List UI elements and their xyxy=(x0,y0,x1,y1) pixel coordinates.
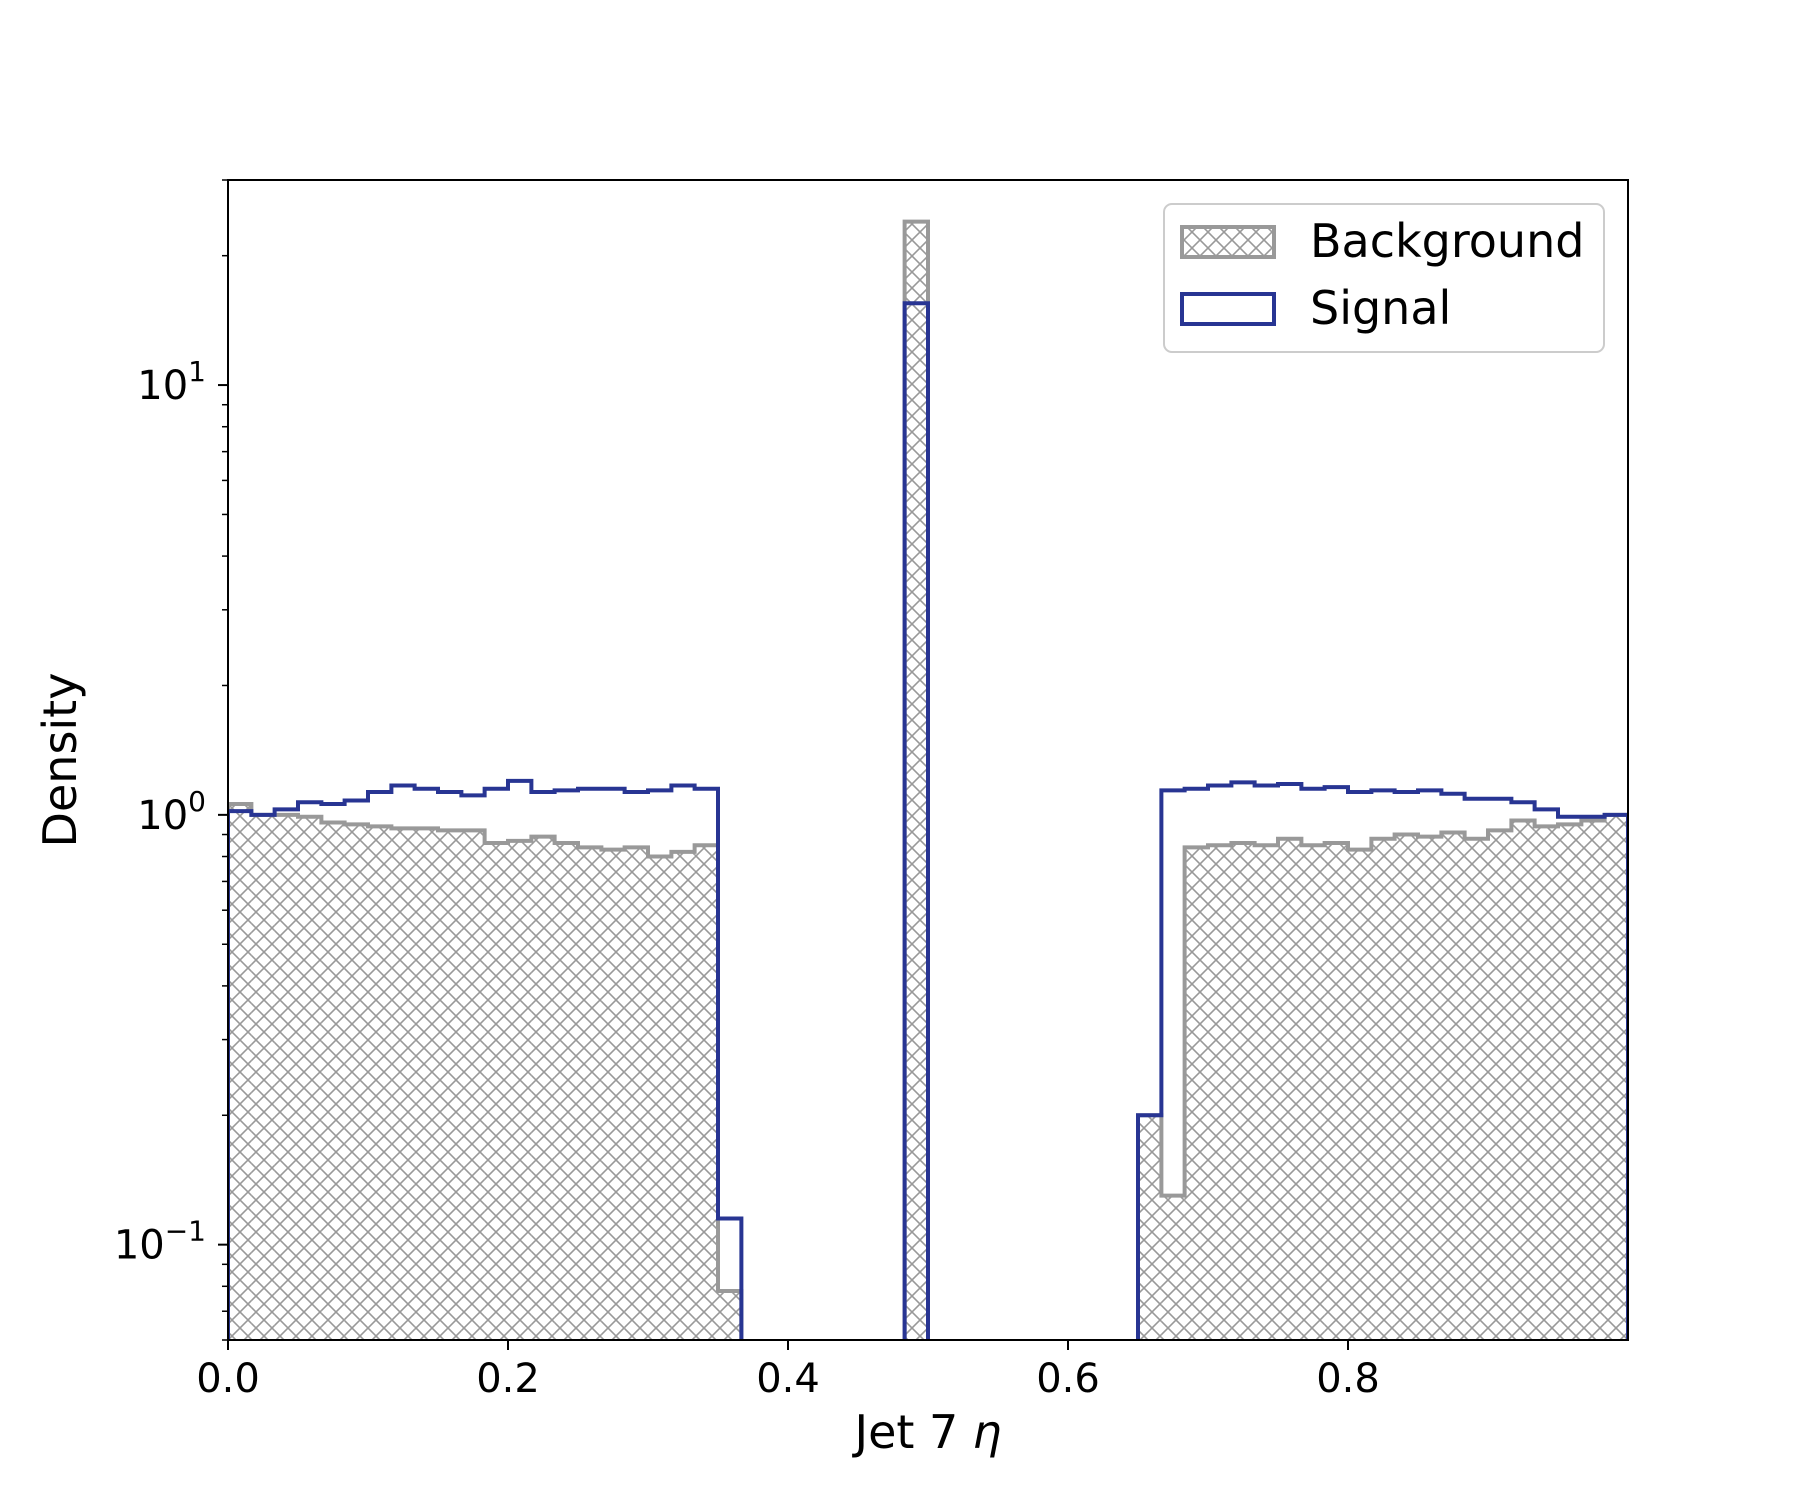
background-bar xyxy=(461,830,485,1340)
background-bar xyxy=(578,847,602,1340)
signal-outline xyxy=(228,301,1628,1340)
background-bar xyxy=(1534,826,1558,1340)
y-tick-label: 101 xyxy=(137,355,206,409)
background-bar xyxy=(648,856,672,1340)
background-bar xyxy=(1231,843,1255,1340)
background-bar xyxy=(321,822,345,1340)
background-bar xyxy=(391,828,415,1340)
background-bar xyxy=(1464,838,1488,1340)
background-bar xyxy=(671,851,695,1340)
x-tick-label: 0.4 xyxy=(756,1356,820,1402)
x-axis: 0.0 0.2 0.4 0.6 0.8 xyxy=(196,1340,1380,1402)
x-tick-label: 0.8 xyxy=(1316,1356,1380,1402)
background-bar xyxy=(1604,814,1628,1340)
signal-series xyxy=(228,301,1628,1340)
x-tick-label: 0.2 xyxy=(476,1356,540,1402)
background-bar xyxy=(1278,838,1302,1340)
legend-swatch-signal xyxy=(1180,292,1276,326)
background-bar xyxy=(484,843,508,1340)
plot-frame xyxy=(227,179,1629,1341)
background-bar xyxy=(904,221,928,1340)
background-bar xyxy=(1558,824,1582,1340)
background-bar xyxy=(694,845,718,1340)
background-series xyxy=(228,219,1628,1340)
background-bar xyxy=(1184,847,1208,1340)
background-bar xyxy=(1371,838,1395,1340)
background-bar xyxy=(554,843,578,1340)
x-axis-label-text: Jet 7 xyxy=(852,1405,959,1459)
background-bar xyxy=(1301,845,1325,1340)
y-tick-label: 10−1 xyxy=(114,1215,206,1269)
background-bar xyxy=(1348,849,1372,1340)
background-bar xyxy=(1254,845,1278,1340)
background-bar xyxy=(718,1291,742,1340)
legend-label-signal: Signal xyxy=(1310,281,1451,335)
plot-area xyxy=(228,219,1628,1340)
x-axis-label-symbol: η xyxy=(972,1405,1001,1459)
background-bar xyxy=(1488,830,1512,1340)
background-bar xyxy=(508,840,532,1340)
legend-label-background: Background xyxy=(1310,214,1584,268)
background-outline xyxy=(228,219,1628,1340)
background-bar xyxy=(414,828,438,1340)
background-bar xyxy=(1161,1195,1185,1340)
y-axis: 101 100 10−1 xyxy=(114,179,228,1341)
background-bar xyxy=(531,836,555,1340)
background-bar xyxy=(601,849,625,1340)
background-bar xyxy=(1394,834,1418,1340)
background-bar xyxy=(1441,832,1465,1340)
legend: Background Signal xyxy=(1163,203,1605,353)
background-bar xyxy=(298,816,322,1340)
y-tick-label: 100 xyxy=(137,785,206,839)
background-bar xyxy=(228,803,252,1340)
y-axis-label: Density xyxy=(33,673,87,848)
x-tick-label: 0.0 xyxy=(196,1356,260,1402)
x-tick-label: 0.6 xyxy=(1036,1356,1100,1402)
background-bar xyxy=(1418,836,1442,1340)
background-bar xyxy=(438,830,462,1340)
legend-swatch-background xyxy=(1180,225,1276,259)
background-bar xyxy=(1511,820,1535,1340)
background-bar xyxy=(344,824,368,1340)
background-bar xyxy=(1208,845,1232,1340)
background-bar xyxy=(1581,820,1605,1340)
background-bar xyxy=(251,814,275,1340)
background-bar xyxy=(1324,843,1348,1340)
background-bar xyxy=(274,814,298,1340)
background-bar xyxy=(368,826,392,1340)
background-bar xyxy=(1138,1115,1162,1340)
background-bar xyxy=(624,847,648,1340)
